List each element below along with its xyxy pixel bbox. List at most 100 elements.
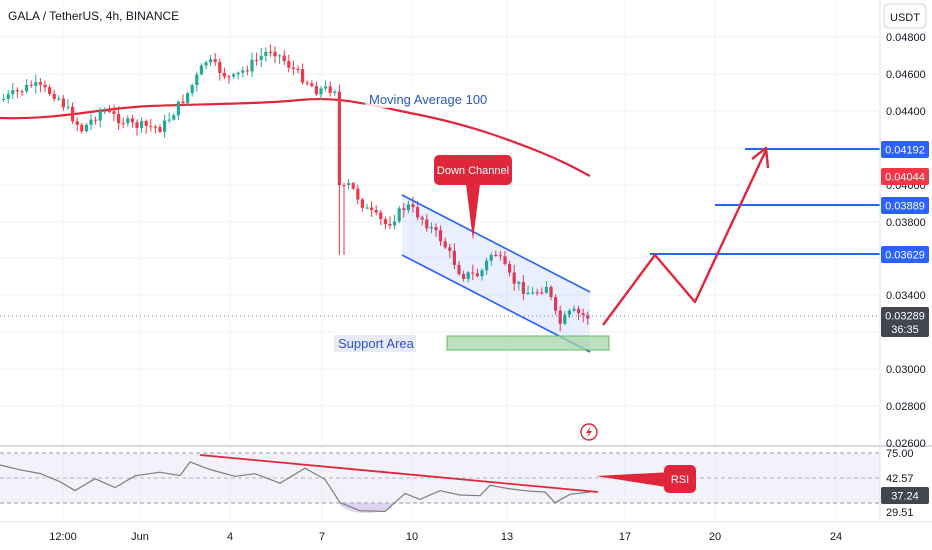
price-label-04044[interactable]: 0.04044 [881,168,929,185]
candle-body [517,282,521,284]
candle-body [287,61,291,68]
support-label-bg [334,335,416,352]
candle-body [241,70,245,73]
price-label-03629-text: 0.03629 [885,250,925,262]
price-tick-label: 0.03000 [886,364,926,376]
candle-body [204,62,208,66]
candle-body [75,121,79,125]
candle-body [227,76,231,78]
time-tick-label: 24 [830,531,842,543]
time-axis[interactable]: 12:00 Jun 4 7 10 13 17 20 24 [49,531,842,543]
rsi-oversold-fill [340,503,392,514]
candle-body [577,308,581,314]
candle-body [434,227,438,231]
rsi-callout-label: RSI [671,474,689,486]
candle-body [462,274,466,279]
time-tick-label: 12:00 [49,531,77,543]
candle-body [351,183,355,189]
moving-average-line[interactable] [0,97,591,177]
time-tick-label: 17 [619,531,631,543]
lightning-icon[interactable] [580,423,598,441]
candle-body [43,84,47,88]
candle-body [508,264,512,273]
candle-body [38,82,42,85]
rsi-axis[interactable]: 75.00 42.57 29.51 [886,448,914,519]
down-channel-callout[interactable]: Down Channel [434,155,512,240]
candle-body [218,61,222,73]
price-label-04192[interactable]: 0.04192 [881,141,929,158]
candle-body [420,217,424,220]
price-label-03889[interactable]: 0.03889 [881,197,929,214]
candle-body [558,310,562,324]
candle-body [388,224,392,226]
moving-average-label: Moving Average 100 [369,92,487,107]
candle-body [149,125,153,127]
candle-body [264,51,268,56]
candle-body [425,219,429,229]
candle-body [429,227,433,229]
candle-body [328,86,332,93]
candle-body [347,183,351,185]
candle-body [94,119,98,121]
price-tick-label: 0.04600 [886,69,926,81]
candle-body [531,292,535,294]
candle-body [209,59,213,63]
candle-body [503,256,507,265]
candle-body [402,208,406,211]
down-channel[interactable] [402,195,590,352]
candle-body [135,122,139,128]
currency-badge[interactable]: USDT [883,3,927,29]
candle-body [181,101,185,104]
candle-body [71,106,75,122]
candle-body [52,93,56,99]
candle-body [153,126,157,128]
candlesticks [2,44,590,332]
candle-body [84,124,88,132]
symbol-title[interactable]: GALA / TetherUS, 4h, BINANCE [8,9,179,23]
candle-body [448,247,452,251]
candle-body [540,292,544,294]
rsi-line[interactable] [0,461,591,513]
candle-body [34,82,38,86]
support-area-box[interactable] [446,335,610,351]
candle-body [130,118,134,123]
rsi-current-label[interactable]: 37.24 [881,487,929,504]
candle-body [172,115,176,120]
candle-body [521,282,525,294]
rsi-callout[interactable]: RSI [664,465,696,493]
candle-body [163,120,167,132]
candle-body [103,111,107,113]
candle-body [199,65,203,75]
candle-body [236,72,240,75]
candle-countdown-text: 36:35 [891,324,919,336]
price-tick-label: 0.04800 [886,32,926,44]
candle-body [305,82,309,84]
price-label-04044-text: 0.04044 [885,172,925,184]
candle-body [563,314,567,324]
rsi-tick-label: 29.51 [886,507,914,519]
candle-body [549,286,553,298]
candle-body [66,106,70,108]
candle-body [319,88,323,95]
candle-body [291,67,295,70]
candle-body [452,250,456,265]
candle-body [259,55,263,60]
candle-body [98,111,102,121]
candle-body [190,85,194,94]
candle-body [310,83,314,87]
candle-body [57,98,61,100]
price-label-current[interactable]: 0.03289 36:35 [881,307,929,337]
candle-body [107,111,111,113]
candle-body [213,59,217,62]
projection-path[interactable] [602,149,768,326]
candle-body [232,74,236,77]
channel-upper-line[interactable] [401,194,591,293]
candle-body [25,84,29,92]
candle-body [20,91,24,93]
price-label-03629[interactable]: 0.03629 [881,246,929,263]
candle-body [11,90,15,95]
rsi-trendline[interactable] [199,454,599,493]
time-tick-label: 20 [709,531,721,543]
candle-body [439,230,443,242]
